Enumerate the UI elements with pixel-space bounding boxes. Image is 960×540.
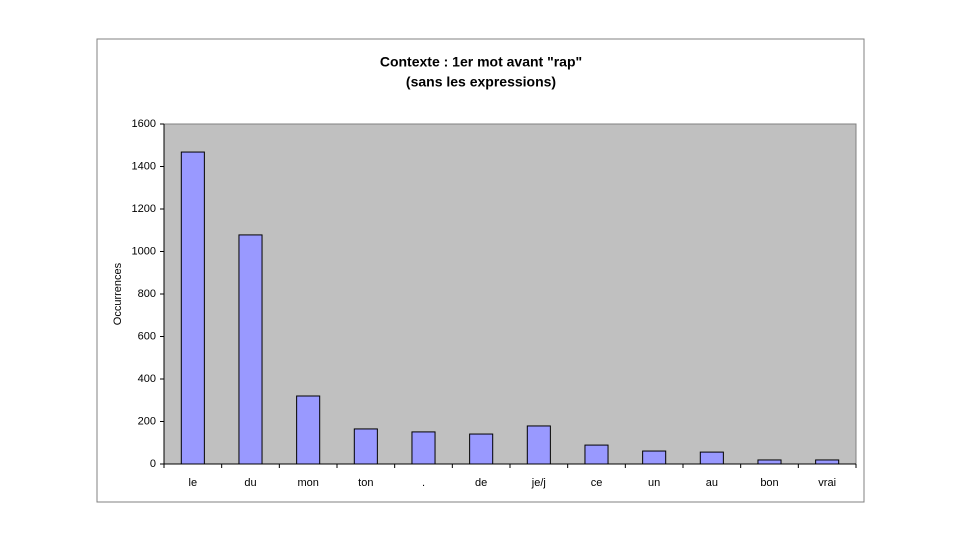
x-tick-label: le bbox=[189, 477, 198, 489]
bar bbox=[411, 431, 436, 465]
x-tick-label: de bbox=[475, 477, 487, 489]
bar bbox=[296, 395, 321, 465]
chart-subtitle: (sans les expressions) bbox=[406, 74, 556, 90]
bar bbox=[642, 450, 667, 465]
plot-area bbox=[163, 123, 857, 465]
x-tick-label: bon bbox=[760, 477, 778, 489]
bar bbox=[353, 428, 378, 465]
y-tick-label: 1000 bbox=[132, 245, 156, 257]
bar bbox=[757, 459, 782, 465]
bar bbox=[526, 425, 551, 465]
y-tick-label: 800 bbox=[138, 288, 156, 300]
bar bbox=[584, 444, 609, 465]
y-tick-label: 200 bbox=[138, 415, 156, 427]
y-tick-label: 400 bbox=[138, 373, 156, 385]
x-tick-label: vrai bbox=[818, 477, 836, 489]
x-tick-label: mon bbox=[297, 477, 318, 489]
y-tick-label: 1200 bbox=[132, 203, 156, 215]
x-tick-label: du bbox=[244, 477, 256, 489]
x-tick-label: un bbox=[648, 477, 660, 489]
x-tick-label: . bbox=[422, 477, 425, 489]
x-tick-label: ce bbox=[591, 477, 603, 489]
y-tick-label: 0 bbox=[150, 458, 156, 470]
chart-title: Contexte : 1er mot avant "rap" bbox=[380, 54, 582, 70]
y-tick-label: 1400 bbox=[132, 160, 156, 172]
x-tick-label: je/j bbox=[531, 477, 546, 489]
bar bbox=[815, 459, 840, 465]
x-tick-label: au bbox=[706, 477, 718, 489]
bar bbox=[238, 234, 263, 465]
y-axis-label: Occurrences bbox=[112, 262, 124, 325]
bar bbox=[469, 433, 494, 465]
bar bbox=[180, 151, 205, 465]
x-tick-label: ton bbox=[358, 477, 373, 489]
bar bbox=[699, 451, 724, 465]
y-tick-label: 1600 bbox=[132, 118, 156, 130]
y-tick-label: 600 bbox=[138, 330, 156, 342]
